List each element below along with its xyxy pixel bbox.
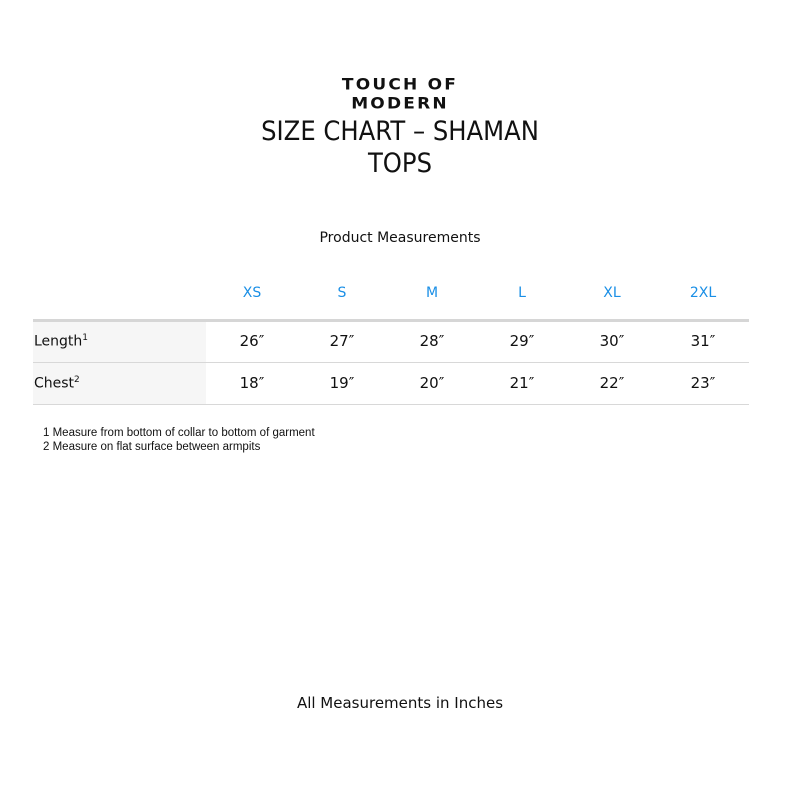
label-column-background (33, 322, 206, 404)
page-title: SIZE CHART – SHAMAN TOPS (40, 116, 760, 180)
row-label: Chest2 (34, 375, 80, 392)
row-label-text: Length (34, 333, 83, 350)
footnote-ref: 1 (82, 333, 89, 343)
table-cell: 29″ (509, 332, 535, 350)
size-header: 2XL (689, 285, 717, 301)
size-header: S (337, 285, 347, 301)
table-cell: 21″ (509, 374, 535, 392)
brand-logo: TOUCH OF MODERN (341, 75, 459, 113)
footnote: 2 Measure on flat surface between armpit… (43, 441, 261, 453)
table-cell: 27″ (329, 332, 355, 350)
table-cell: 22″ (599, 374, 625, 392)
size-header: XL (603, 285, 621, 301)
table-cell: 19″ (329, 374, 355, 392)
table-title: Product Measurements (319, 230, 481, 246)
title-line-1: SIZE CHART – SHAMAN (261, 116, 539, 147)
footnote: 1 Measure from bottom of collar to botto… (43, 427, 315, 439)
table-cell: 26″ (239, 332, 265, 350)
row-divider (33, 404, 749, 405)
row-label-text: Chest (34, 375, 75, 392)
size-header: M (425, 285, 439, 301)
title-line-2: TOPS (367, 148, 433, 179)
table-cell: 20″ (419, 374, 445, 392)
footnote-ref: 2 (74, 375, 80, 385)
row-label: Length1 (34, 333, 88, 350)
table-cell: 23″ (690, 374, 716, 392)
table-cell: 28″ (419, 332, 445, 350)
size-header: XS (242, 285, 262, 301)
table-cell: 30″ (599, 332, 625, 350)
row-divider (33, 362, 749, 363)
header-divider (33, 319, 749, 322)
size-header: L (518, 285, 526, 301)
table-cell: 31″ (690, 332, 716, 350)
table-cell: 18″ (239, 374, 265, 392)
footer-note: All Measurements in Inches (296, 694, 504, 712)
